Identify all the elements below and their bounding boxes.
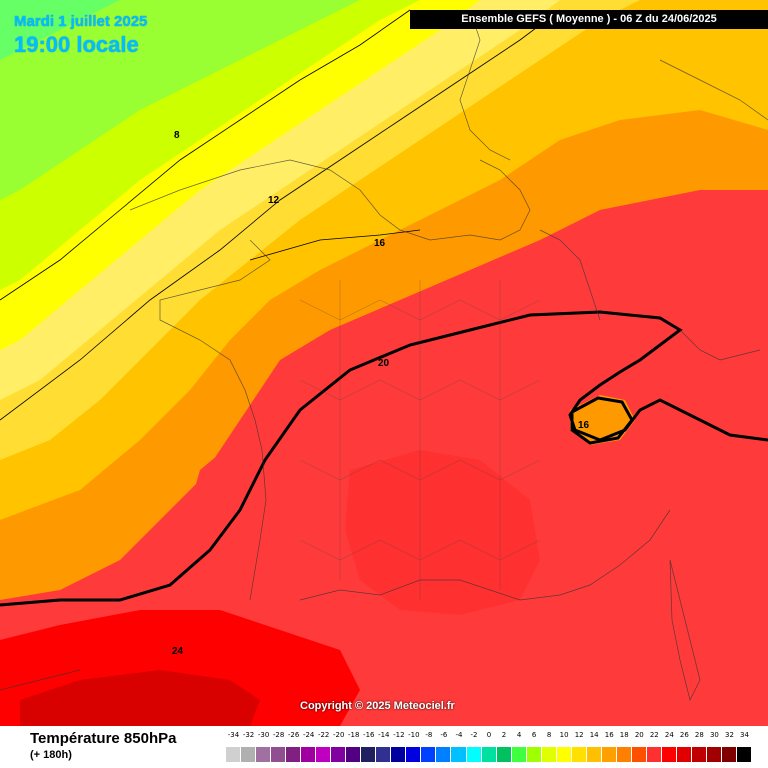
legend-swatch (707, 747, 723, 762)
forecast-date: Mardi 1 juillet 2025 (14, 13, 148, 30)
legend-swatch (466, 747, 482, 762)
legend-swatch (316, 747, 332, 762)
band-22-core (345, 450, 540, 615)
band-26 (20, 670, 260, 726)
legend-swatch (271, 747, 287, 762)
legend-tick: 0 (486, 731, 492, 739)
legend-tick: -24 (302, 731, 315, 739)
contour-label-24: 24 (172, 646, 184, 657)
legend-swatch (421, 747, 437, 762)
legend-swatch (511, 747, 527, 762)
legend-swatch (451, 747, 467, 762)
legend-swatch (331, 747, 347, 762)
legend-tick: -12 (393, 731, 405, 739)
map-canvas (0, 0, 768, 726)
legend-swatch (541, 747, 557, 762)
isotherm-20 (0, 310, 768, 607)
legend-tick: 12 (574, 731, 584, 739)
legend-swatch (661, 747, 677, 762)
legend-swatch (722, 747, 738, 762)
legend-tick: 10 (559, 731, 569, 739)
legend-swatch (496, 747, 512, 762)
legend-swatch (526, 747, 542, 762)
band-4 (0, 0, 120, 60)
legend-swatch (631, 747, 647, 762)
legend-swatch (737, 747, 753, 762)
legend-tick: -22 (317, 731, 330, 739)
legend-tick: 22 (649, 731, 659, 739)
isotherm-16 (249, 229, 421, 261)
lead-time: (+ 180h) (30, 749, 72, 761)
legend-swatch (571, 747, 587, 762)
legend-tick: 8 (546, 731, 552, 739)
legend-swatch (601, 747, 617, 762)
contour-label-16-alps: 16 (578, 420, 590, 431)
isotherm-8 (0, 9, 411, 301)
legend-swatch (391, 747, 407, 762)
legend-tick: 24 (664, 731, 674, 739)
legend-tick: -16 (363, 731, 375, 739)
contour-label-8: 8 (174, 130, 180, 141)
legend-tick: -10 (408, 731, 420, 739)
legend-ticks: -34 -32 -30 -28 -26 -24 -22 -20 -18 -16 -14 -12 -10-… (226, 731, 752, 743)
legend-tick: -4 (455, 731, 463, 739)
contour-label-12: 12 (268, 195, 280, 206)
legend-swatch (301, 747, 317, 762)
legend-swatch (406, 747, 422, 762)
isotherm-12 (0, 9, 561, 421)
legend-tick: -2 (470, 731, 478, 739)
model-banner: Ensemble GEFS ( Moyenne ) - 06 Z du 24/0… (410, 10, 768, 29)
legend-swatch (241, 747, 257, 762)
legend-tick: -6 (440, 731, 448, 739)
legend-tick: -18 (348, 731, 360, 739)
legend-swatch (256, 747, 272, 762)
legend-tick: -32 (242, 731, 255, 739)
footer-bar: Température 850hPa (+ 180h) -34 -32 -30 -28… (0, 726, 768, 768)
color-legend: -34 -32 -30 -28 -26 -24 -22 -20 -18 -16 -14 -12 -10-… (226, 731, 753, 763)
legend-tick: 14 (589, 731, 599, 739)
legend-swatch (556, 747, 572, 762)
legend-tick: 18 (619, 731, 629, 739)
legend-swatch (586, 747, 602, 762)
legend-tick: 32 (724, 731, 734, 739)
legend-swatch (436, 747, 452, 762)
legend-swatch (346, 747, 362, 762)
legend-tick: -34 (227, 731, 240, 739)
legend-tick: -26 (287, 731, 300, 739)
legend-swatch (226, 747, 242, 762)
legend-tick: -20 (332, 731, 345, 739)
legend-swatch (286, 747, 302, 762)
isotherm-16-alps (570, 396, 634, 445)
legend-tick: -14 (378, 731, 390, 739)
forecast-time: 19:00 locale (14, 32, 139, 57)
legend-tick: 16 (604, 731, 614, 739)
copyright-notice: Copyright © 2025 Meteociel.fr (300, 700, 455, 712)
legend-tick: 4 (516, 731, 522, 739)
legend-swatch (376, 747, 392, 762)
legend-swatch (481, 747, 497, 762)
legend-tick: 30 (709, 731, 719, 739)
coastlines (0, 9, 768, 702)
legend-swatches (226, 747, 753, 762)
contour-label-20: 20 (378, 358, 390, 369)
legend-swatch (361, 747, 377, 762)
legend-tick: 28 (694, 731, 704, 739)
legend-swatch (646, 747, 662, 762)
legend-tick: 26 (679, 731, 689, 739)
legend-swatch (691, 747, 707, 762)
band-6 (0, 0, 360, 200)
legend-tick: -30 (257, 731, 270, 739)
legend-tick: 2 (501, 731, 507, 739)
legend-tick: 34 (740, 731, 749, 739)
temperature-map: Mardi 1 juillet 2025 19:00 locale Ensemb… (0, 0, 768, 726)
legend-tick: 20 (634, 731, 644, 739)
legend-tick: -8 (425, 731, 433, 739)
parameter-title: Température 850hPa (30, 730, 177, 747)
legend-tick: 6 (531, 731, 537, 739)
legend-swatch (676, 747, 692, 762)
legend-tick: -28 (272, 731, 285, 739)
contour-label-16: 16 (374, 238, 386, 249)
legend-swatch (616, 747, 632, 762)
departments (299, 280, 541, 600)
